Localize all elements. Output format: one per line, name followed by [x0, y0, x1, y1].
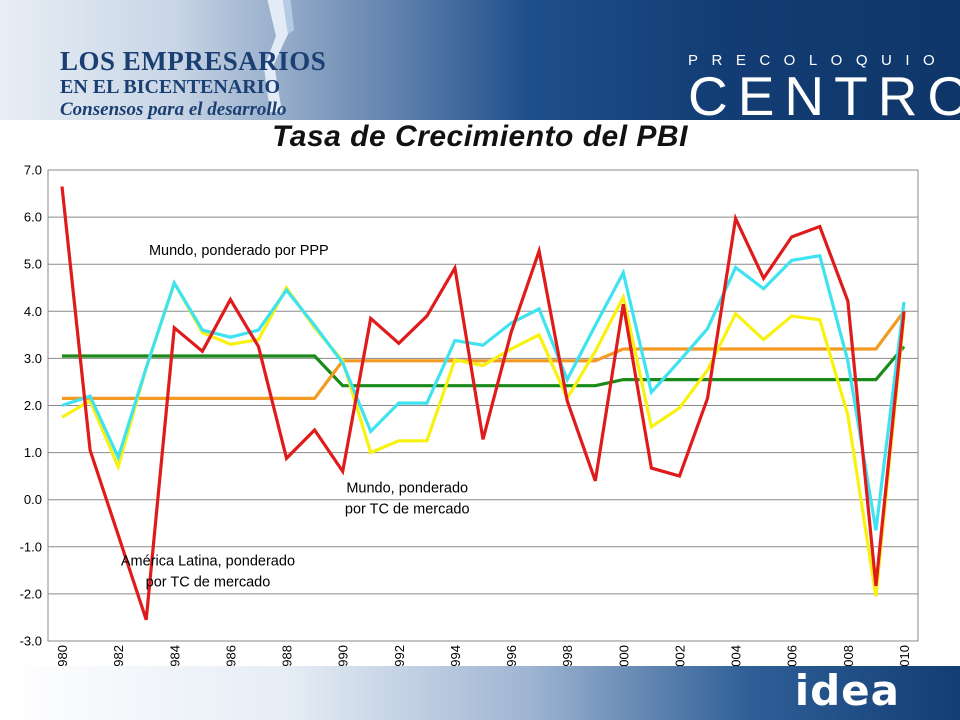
series-line-latam [60, 186, 906, 621]
x-tick-label: 1984 [167, 645, 182, 666]
annotation-label: Mundo, ponderado por PPP [149, 243, 329, 259]
y-tick-label: 3.0 [24, 351, 42, 366]
x-tick-label: 2004 [729, 645, 744, 666]
y-tick-label: 6.0 [24, 210, 42, 225]
annotation-label: por TC de mercado [345, 502, 470, 518]
event-name: CENTRO [688, 65, 960, 121]
annotation-label: América Latina, ponderado [121, 554, 295, 570]
x-tick-label: 1988 [280, 645, 295, 666]
y-tick-label: 1.0 [24, 445, 42, 460]
x-tick-label: 2008 [841, 645, 856, 666]
y-tick-label: 0.0 [24, 492, 42, 507]
series-line-trend_green [62, 345, 906, 388]
x-tick-label: 1980 [55, 645, 70, 666]
x-tick-label: 1992 [392, 645, 407, 666]
y-tick-label: -1.0 [20, 539, 42, 554]
y-tick-label: 5.0 [24, 257, 42, 272]
series-line-mundo_tc [61, 279, 906, 597]
brand-logo-right: PRECOLOQUIO CENTRO [688, 52, 960, 120]
chart-title: Tasa de Crecimiento del PBI [272, 120, 688, 153]
x-tick-label: 1994 [448, 645, 463, 666]
series-line-mundo_ppp [61, 253, 906, 531]
y-tick-label: 4.0 [24, 304, 42, 319]
annotation-label: Mundo, ponderado [346, 481, 468, 497]
growth-line-chart: -3.0 -2.0 -1.0 0.0 1.0 2.0 3.0 4.0 5.0 6.0 7.0 1980… [20, 163, 919, 666]
slide-header: LOS EMPRESARIOS EN EL BICENTENARIO Conse… [0, 0, 960, 120]
y-tick-label: 7.0 [24, 163, 42, 178]
x-tick-label: 1996 [504, 645, 519, 666]
y-tick-label: -3.0 [20, 634, 42, 649]
y-tick-label: 2.0 [24, 398, 42, 413]
x-tick-label: 2006 [785, 645, 800, 666]
event-label: PRECOLOQUIO [688, 52, 949, 69]
brand-subtitle: EN EL BICENTENARIO [60, 76, 281, 98]
x-tick-label: 1998 [560, 645, 575, 666]
brand-tagline: Consensos para el desarrollo [60, 99, 287, 120]
x-tick-label: 1990 [336, 645, 351, 666]
x-tick-label: 2010 [897, 645, 912, 666]
x-tick-label: 2000 [616, 645, 631, 666]
x-tick-label: 1986 [223, 645, 238, 666]
ribbon-icon [264, 0, 294, 112]
footer-logo: idea [794, 666, 900, 715]
x-tick-label: 1982 [111, 645, 126, 666]
brand-title: LOS EMPRESARIOS [60, 46, 327, 76]
brand-logo-left: LOS EMPRESARIOS EN EL BICENTENARIO Conse… [60, 46, 327, 120]
series-line-trend_orange [62, 310, 906, 400]
annotation-label: por TC de mercado [146, 575, 271, 591]
x-tick-label: 2002 [672, 645, 687, 666]
y-tick-label: -2.0 [20, 586, 42, 601]
slide-footer: idea [0, 666, 960, 720]
